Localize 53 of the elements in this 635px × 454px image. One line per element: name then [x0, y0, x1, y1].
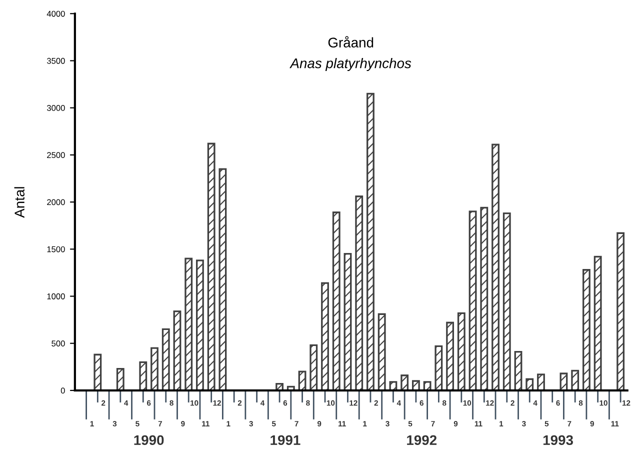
- bar: [162, 328, 170, 390]
- text: 1991: [270, 435, 300, 446]
- bar: [366, 92, 374, 390]
- text: 1993: [543, 435, 573, 446]
- bar: [616, 232, 625, 390]
- bar: [400, 374, 409, 390]
- y-tick-label: 3000: [46, 105, 65, 111]
- bar: [139, 361, 148, 390]
- bar: [310, 344, 318, 390]
- bar: [184, 258, 193, 390]
- y-axis-title: Antal: [14, 187, 24, 218]
- bar: [446, 322, 454, 390]
- y-tick-label: 1000: [47, 293, 65, 300]
- bar: [434, 345, 443, 390]
- bar: [537, 374, 545, 390]
- y-tick-label: 0: [60, 388, 65, 394]
- bar: [412, 380, 420, 390]
- bar: [276, 383, 284, 390]
- bar: [526, 378, 534, 390]
- bar: [116, 368, 124, 390]
- y-tick-label: 2000: [47, 199, 65, 206]
- bar: [150, 347, 158, 390]
- bar: [560, 372, 568, 390]
- bar: [344, 253, 352, 390]
- y-tick-label: 2500: [47, 152, 65, 158]
- y-tick-label: 3500: [46, 58, 65, 64]
- bar: [218, 168, 227, 390]
- y-tick-label: 500: [52, 340, 65, 346]
- bar: [594, 256, 602, 390]
- bar: [468, 210, 477, 390]
- text: Anas platyrhynchos: [290, 58, 412, 71]
- bar: [582, 269, 590, 390]
- bar: [94, 354, 102, 390]
- y-tick-label: 4000: [46, 10, 65, 17]
- bar: [423, 381, 432, 390]
- bar: [480, 206, 488, 390]
- bar: [207, 142, 216, 390]
- bar: [571, 370, 580, 390]
- text: 1990: [134, 435, 164, 446]
- y-tick-label: 1500: [47, 246, 65, 252]
- bar: [298, 370, 306, 390]
- bar: [355, 196, 364, 390]
- bar: [173, 310, 182, 390]
- bar: [502, 212, 511, 390]
- text: 1992: [407, 435, 437, 446]
- bar: [196, 260, 204, 390]
- bar: [378, 313, 386, 390]
- bar: [332, 212, 340, 390]
- text: Gråand: [328, 36, 374, 48]
- bar: [514, 350, 522, 390]
- bar: [492, 144, 500, 390]
- bar: [457, 312, 466, 390]
- bar: [321, 282, 329, 390]
